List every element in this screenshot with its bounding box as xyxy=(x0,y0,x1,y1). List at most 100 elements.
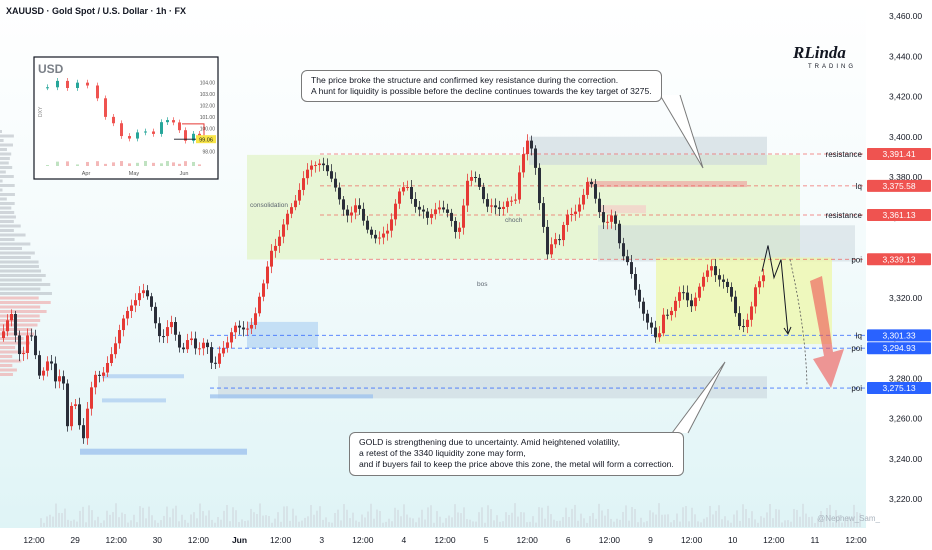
candle-body xyxy=(234,325,237,333)
candle-body xyxy=(466,180,469,206)
price-tag xyxy=(867,179,931,192)
time-axis[interactable]: 12:00 29 12:00 30 12:00 Jun 12:00 3 12:00 4 12:00 5… xyxy=(23,535,867,545)
inset-volume xyxy=(86,161,89,166)
candle-body xyxy=(550,244,553,255)
candle-body xyxy=(334,178,337,188)
candle-body xyxy=(662,314,665,334)
candle-body xyxy=(366,220,369,230)
volume-bar xyxy=(586,522,588,527)
y-tick-label: 3,460.00 xyxy=(889,11,922,21)
volume-bar xyxy=(562,517,564,527)
candle-body xyxy=(622,243,625,257)
volume-bar xyxy=(151,515,153,527)
volume-bar xyxy=(481,507,483,527)
profile-bar xyxy=(0,319,41,322)
inset-candle xyxy=(96,85,99,99)
volume-bar xyxy=(484,522,486,527)
volume-bar xyxy=(112,512,114,527)
candle-body xyxy=(710,266,713,271)
y-tick-label: 3,240.00 xyxy=(889,454,922,464)
candle-body xyxy=(150,296,153,307)
volume-bar xyxy=(301,520,303,527)
forecast-arrowhead xyxy=(783,326,792,336)
candle-body xyxy=(674,300,677,311)
candle-body xyxy=(122,318,125,331)
candle-body xyxy=(578,204,581,212)
volume-bar xyxy=(382,522,384,527)
candle-body xyxy=(350,212,353,216)
volume-bar xyxy=(142,507,144,527)
volume-bar xyxy=(340,520,342,527)
chart-text-label: bos xyxy=(477,281,488,288)
volume-bar xyxy=(853,504,855,527)
volume-bar xyxy=(829,504,831,527)
candle-body xyxy=(398,191,401,204)
price-tag xyxy=(867,342,931,355)
volume-bar xyxy=(199,503,201,527)
volume-bar xyxy=(640,517,642,527)
candle-body xyxy=(606,221,609,223)
volume-bar xyxy=(91,510,93,527)
price-tag-text: 3,375.58 xyxy=(882,181,915,191)
volume-bar xyxy=(43,522,45,527)
volume-bar xyxy=(127,522,129,527)
note-line: The price broke the structure and confir… xyxy=(311,75,619,85)
volume-bar xyxy=(115,503,117,527)
candle-body xyxy=(506,201,509,207)
volume-bar xyxy=(724,516,726,527)
x-tick-label: 12:00 xyxy=(763,535,785,545)
inset-candle xyxy=(86,82,89,86)
volume-bar xyxy=(235,510,237,527)
volume-bar xyxy=(298,521,300,527)
candle-body xyxy=(562,224,565,241)
volume-bar xyxy=(130,520,132,527)
profile-bar xyxy=(0,224,21,228)
volume-bar xyxy=(454,504,456,527)
profile-bar xyxy=(0,296,39,300)
profile-bar xyxy=(0,368,17,372)
note-line: A hunt for liquidity is possible before … xyxy=(311,86,652,97)
candles-layer xyxy=(2,134,765,445)
volume-bar xyxy=(133,514,135,527)
inset-candle xyxy=(160,122,163,134)
price-tag xyxy=(867,208,931,221)
volume-bar xyxy=(592,512,594,527)
volume-bar xyxy=(496,515,498,527)
candle-body xyxy=(706,270,709,277)
candle-body xyxy=(222,347,225,354)
supply-zone-top xyxy=(529,136,767,165)
candle-body xyxy=(54,363,57,382)
volume-bar xyxy=(547,505,549,527)
candle-body xyxy=(514,199,517,201)
candle-body xyxy=(294,200,297,208)
candle-body xyxy=(574,211,577,215)
candle-body xyxy=(278,236,281,246)
volume-bar xyxy=(841,522,843,527)
volume-bar xyxy=(184,519,186,527)
candle-body xyxy=(654,327,657,338)
volume-bar xyxy=(103,520,105,527)
volume-bar xyxy=(616,518,618,527)
y-tick-label: 3,400.00 xyxy=(889,132,922,142)
candle-body xyxy=(218,353,221,364)
candle-body xyxy=(126,310,129,319)
candle-body xyxy=(502,206,505,209)
volume-bar xyxy=(157,522,159,527)
levels-layer: resistance lq resistance poi lq poi poi consoli… xyxy=(210,150,866,393)
volume-bar xyxy=(460,513,462,527)
inset-candle xyxy=(166,120,169,123)
volume-bar xyxy=(784,520,786,527)
candle-body xyxy=(530,140,533,149)
volume-bar xyxy=(715,510,717,527)
inset-volume xyxy=(198,164,201,166)
volume-bar xyxy=(469,519,471,527)
volume-bar xyxy=(856,512,858,527)
volume-bar xyxy=(223,510,225,527)
volume-bar xyxy=(121,512,123,527)
volume-bar xyxy=(418,517,420,527)
candle-body xyxy=(50,361,53,364)
volume-bar xyxy=(337,509,339,527)
volume-bar xyxy=(205,515,207,527)
volume-bar xyxy=(166,506,168,527)
volume-bar xyxy=(688,521,690,527)
